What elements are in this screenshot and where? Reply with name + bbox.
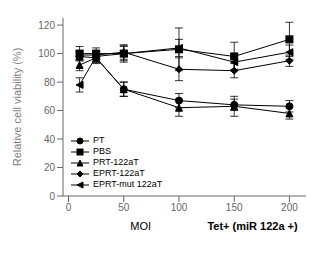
html-text:EPRT-mut 122aT: EPRT-mut 122aT [93, 179, 163, 189]
svg-text:Relative cell viability (%): Relative cell viability (%) [11, 48, 23, 167]
svg-text:80: 80 [44, 77, 56, 88]
html-text:MOI: MOI [130, 220, 152, 232]
svg-text:100: 100 [38, 48, 55, 59]
svg-text:120: 120 [38, 20, 55, 31]
svg-text:0: 0 [49, 191, 55, 202]
svg-text:100: 100 [171, 202, 188, 213]
svg-text:20: 20 [44, 162, 56, 173]
html-text:EPRT-122aT: EPRT-122aT [93, 168, 145, 178]
svg-text:50: 50 [118, 202, 130, 213]
svg-text:200: 200 [281, 202, 298, 213]
html-text:PBS: PBS [93, 146, 111, 156]
svg-text:0: 0 [66, 202, 72, 213]
svg-text:40: 40 [44, 134, 56, 145]
svg-text:60: 60 [44, 105, 56, 116]
html-text:Tet+ (miR 122a +): Tet+ (miR 122a +) [207, 220, 298, 232]
html-text:PT: PT [93, 135, 105, 145]
html-text:PRT-122aT: PRT-122aT [93, 157, 139, 167]
svg-text:150: 150 [226, 202, 243, 213]
